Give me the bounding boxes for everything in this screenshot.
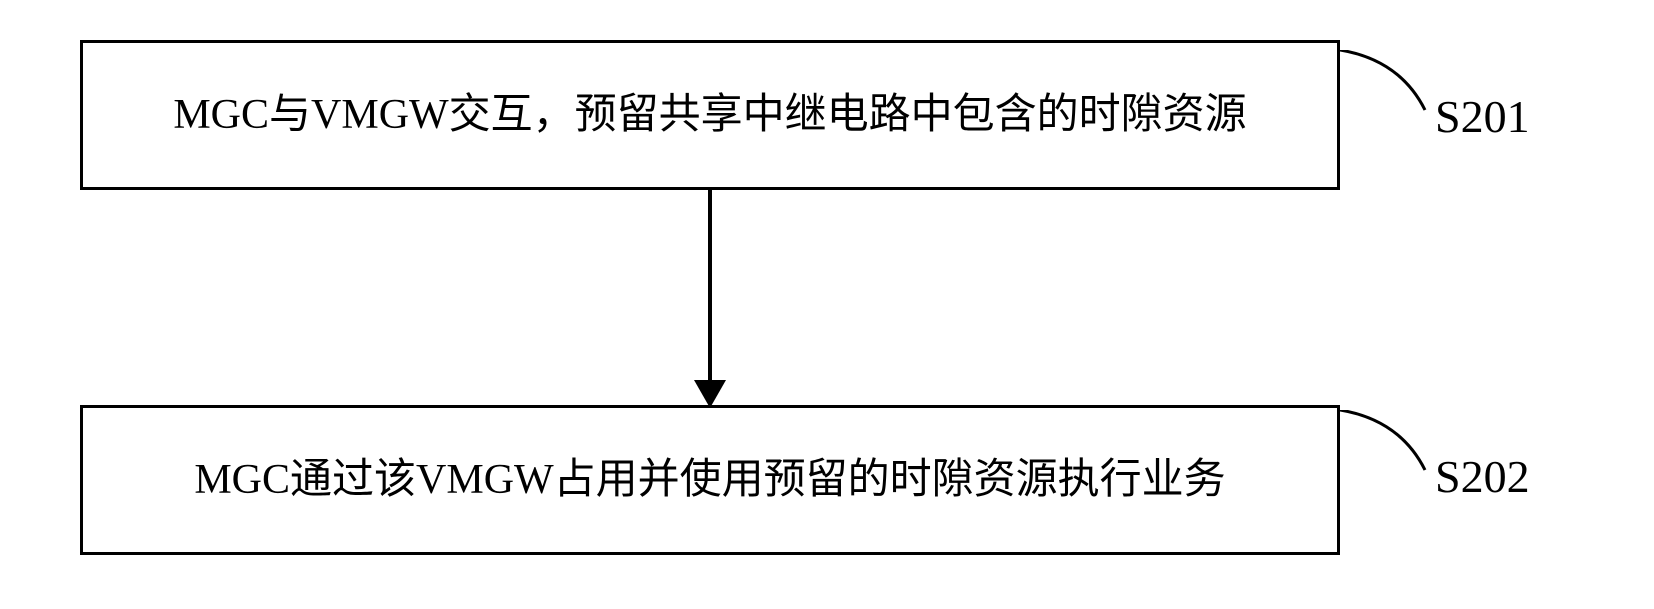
step-text-s201: MGC与VMGW交互，预留共享中继电路中包含的时隙资源 bbox=[153, 76, 1266, 155]
step-label-s202: S202 bbox=[1435, 450, 1530, 503]
flow-step-s201: MGC与VMGW交互，预留共享中继电路中包含的时隙资源 bbox=[80, 40, 1340, 190]
flow-arrow-head bbox=[694, 380, 726, 408]
connector-curve-s202 bbox=[1340, 410, 1440, 490]
flow-step-s202: MGC通过该VMGW占用并使用预留的时隙资源执行业务 bbox=[80, 405, 1340, 555]
connector-curve-s201 bbox=[1340, 50, 1440, 130]
flow-arrow-line bbox=[708, 190, 712, 385]
step-label-s201: S201 bbox=[1435, 90, 1530, 143]
step-text-s202: MGC通过该VMGW占用并使用预留的时隙资源执行业务 bbox=[174, 441, 1245, 520]
flowchart-container: MGC与VMGW交互，预留共享中继电路中包含的时隙资源 S201 MGC通过该V… bbox=[80, 40, 1580, 570]
